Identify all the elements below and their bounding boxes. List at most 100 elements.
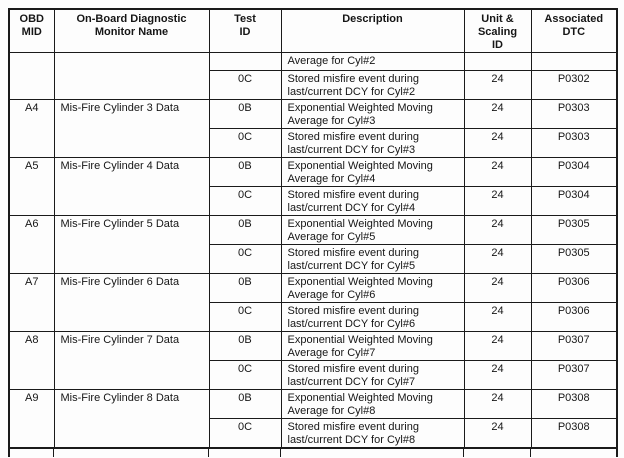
table-row: A9 Mis-Fire Cylinder 8 Data 0B Exponential … — [8, 389, 618, 449]
col-header-associated-dtc: Associated DTC — [530, 8, 618, 53]
obd-mid-cell: A6 — [8, 215, 55, 274]
unit-scaling-cell: 24 — [463, 128, 532, 158]
table-row: A5 Mis-Fire Cylinder 4 Data 0B Exponential … — [8, 157, 618, 216]
header-row: OBD MID On-Board Diagnostic Monitor Name… — [8, 8, 618, 53]
obd-mid-cell: A8 — [8, 331, 55, 390]
table-row: Average for Cyl#2 — [8, 52, 618, 100]
table-body: Average for Cyl#2 0C Stored misfire event … — [8, 52, 618, 449]
description-cell: Stored misfire event during last/current… — [280, 186, 465, 216]
table-row: A8 Mis-Fire Cylinder 7 Data 0B Exponential … — [8, 331, 618, 390]
description-cell: Exponential Weighted Moving Average for … — [280, 273, 465, 303]
description-cell: Stored misfire event during last/current… — [280, 302, 465, 332]
column-line-stub — [53, 449, 54, 457]
unit-scaling-cell: 24 — [463, 418, 532, 449]
monitor-name-cell: Mis-Fire Cylinder 7 Data — [53, 331, 210, 390]
test-id-cell: 0C — [208, 302, 282, 332]
description-cell: Stored misfire event during last/current… — [280, 128, 465, 158]
dtc-cell: P0306 — [530, 302, 618, 332]
monitor-name-cell: Mis-Fire Cylinder 6 Data — [53, 273, 210, 332]
description-cell: Stored misfire event during last/current… — [280, 244, 465, 274]
test-id-cell: 0B — [208, 99, 282, 129]
monitor-name-cell: Mis-Fire Cylinder 5 Data — [53, 215, 210, 274]
diagnostic-monitor-table: OBD MID On-Board Diagnostic Monitor Name… — [8, 8, 618, 449]
test-id-cell: 0C — [208, 70, 282, 100]
description-cell: Stored misfire event during last/current… — [280, 70, 465, 100]
obd-mid-cell: A5 — [8, 157, 55, 216]
table-row: A4 Mis-Fire Cylinder 3 Data 0B Exponential … — [8, 99, 618, 158]
obd-mid-cell: A4 — [8, 99, 55, 158]
dtc-cell: P0306 — [530, 273, 618, 303]
monitor-name-cell: Mis-Fire Cylinder 4 Data — [53, 157, 210, 216]
column-line-stub — [208, 449, 209, 457]
unit-scaling-cell: 24 — [463, 157, 532, 187]
col-header-description: Description — [280, 8, 465, 53]
obd-mid-cell — [8, 52, 55, 100]
test-id-cell: 0B — [208, 331, 282, 361]
unit-scaling-cell: 24 — [463, 360, 532, 390]
dtc-cell: P0304 — [530, 186, 618, 216]
test-id-cell: 0C — [208, 418, 282, 449]
table-row: A6 Mis-Fire Cylinder 5 Data 0B Exponential … — [8, 215, 618, 274]
column-line-stub — [280, 449, 281, 457]
column-line-stub — [616, 449, 618, 457]
test-id-cell: 0B — [208, 215, 282, 245]
description-cell: Stored misfire event during last/current… — [280, 418, 465, 449]
obd-mid-cell: A7 — [8, 273, 55, 332]
unit-scaling-cell: 24 — [463, 331, 532, 361]
monitor-name-cell: Mis-Fire Cylinder 3 Data — [53, 99, 210, 158]
description-cell: Stored misfire event during last/current… — [280, 360, 465, 390]
dtc-cell: P0302 — [530, 70, 618, 100]
dtc-cell — [530, 52, 618, 71]
col-header-unit-scaling: Unit & Scaling ID — [463, 8, 532, 53]
unit-scaling-cell: 24 — [463, 99, 532, 129]
table-row: 0C Stored misfire event during last/curre… — [9, 418, 618, 449]
test-id-cell: 0C — [208, 360, 282, 390]
column-line-stub — [530, 449, 531, 457]
unit-scaling-cell: 24 — [463, 273, 532, 303]
dtc-cell: P0304 — [530, 157, 618, 187]
table-row: 0C Stored misfire event during last/curre… — [9, 244, 618, 274]
dtc-cell: P0307 — [530, 331, 618, 361]
test-id-cell: 0B — [208, 157, 282, 187]
description-cell: Exponential Weighted Moving Average for … — [280, 215, 465, 245]
unit-scaling-cell: 24 — [463, 302, 532, 332]
unit-scaling-cell — [463, 52, 532, 71]
table-row: 0C Stored misfire event during last/curre… — [9, 128, 618, 158]
description-cell: Average for Cyl#2 — [280, 52, 465, 71]
description-cell: Exponential Weighted Moving Average for … — [280, 99, 465, 129]
column-line-stub — [463, 449, 464, 457]
test-id-cell: 0C — [208, 128, 282, 158]
dtc-cell: P0303 — [530, 128, 618, 158]
monitor-name-cell — [53, 52, 210, 100]
monitor-name-cell: Mis-Fire Cylinder 8 Data — [53, 389, 210, 449]
dtc-cell: P0305 — [530, 244, 618, 274]
dtc-cell: P0303 — [530, 99, 618, 129]
table-row: 0C Stored misfire event during last/curre… — [9, 70, 618, 100]
column-line-stub — [8, 449, 10, 457]
test-id-cell — [208, 52, 282, 71]
col-header-monitor-name: On-Board Diagnostic Monitor Name — [53, 8, 210, 53]
test-id-cell: 0C — [208, 244, 282, 274]
unit-scaling-cell: 24 — [463, 389, 532, 419]
obd-mid-cell: A9 — [8, 389, 55, 449]
dtc-cell: P0308 — [530, 389, 618, 419]
table-row: 0C Stored misfire event during last/curre… — [9, 360, 618, 390]
description-cell: Exponential Weighted Moving Average for … — [280, 157, 465, 187]
dtc-cell: P0305 — [530, 215, 618, 245]
test-id-cell: 0B — [208, 273, 282, 303]
unit-scaling-cell: 24 — [463, 215, 532, 245]
description-cell: Exponential Weighted Moving Average for … — [280, 331, 465, 361]
unit-scaling-cell: 24 — [463, 70, 532, 100]
unit-scaling-cell: 24 — [463, 186, 532, 216]
dtc-cell: P0307 — [530, 360, 618, 390]
test-id-cell: 0B — [208, 389, 282, 419]
col-header-obd-mid: OBD MID — [8, 8, 55, 53]
dtc-cell: P0308 — [530, 418, 618, 449]
table-row: A7 Mis-Fire Cylinder 6 Data 0B Exponential … — [8, 273, 618, 332]
table-continuation-stubs — [8, 449, 618, 457]
unit-scaling-cell: 24 — [463, 244, 532, 274]
test-id-cell: 0C — [208, 186, 282, 216]
col-header-test-id: Test ID — [208, 8, 282, 53]
table-row: 0C Stored misfire event during last/curre… — [9, 186, 618, 216]
